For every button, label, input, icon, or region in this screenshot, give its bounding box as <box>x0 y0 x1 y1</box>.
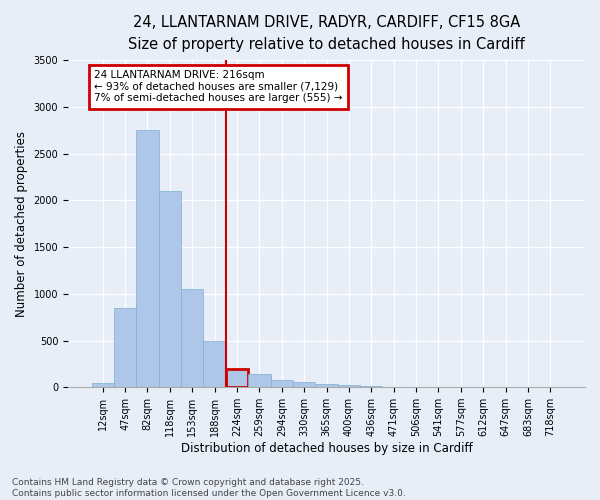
Bar <box>181 289 203 387</box>
Bar <box>92 382 114 387</box>
Y-axis label: Number of detached properties: Number of detached properties <box>15 131 28 317</box>
Text: Contains HM Land Registry data © Crown copyright and database right 2025.
Contai: Contains HM Land Registry data © Crown c… <box>12 478 406 498</box>
Bar <box>248 374 271 387</box>
Bar <box>293 382 316 387</box>
X-axis label: Distribution of detached houses by size in Cardiff: Distribution of detached houses by size … <box>181 442 472 455</box>
Bar <box>136 130 158 387</box>
Bar <box>271 380 293 387</box>
Bar <box>158 191 181 387</box>
Text: 24 LLANTARNAM DRIVE: 216sqm
← 93% of detached houses are smaller (7,129)
7% of s: 24 LLANTARNAM DRIVE: 216sqm ← 93% of det… <box>94 70 343 103</box>
Bar <box>360 386 382 387</box>
Bar <box>316 384 338 387</box>
Bar <box>203 342 226 387</box>
Bar <box>338 386 360 387</box>
Title: 24, LLANTARNAM DRIVE, RADYR, CARDIFF, CF15 8GA
Size of property relative to deta: 24, LLANTARNAM DRIVE, RADYR, CARDIFF, CF… <box>128 15 525 52</box>
Bar <box>114 308 136 387</box>
Bar <box>226 368 248 387</box>
